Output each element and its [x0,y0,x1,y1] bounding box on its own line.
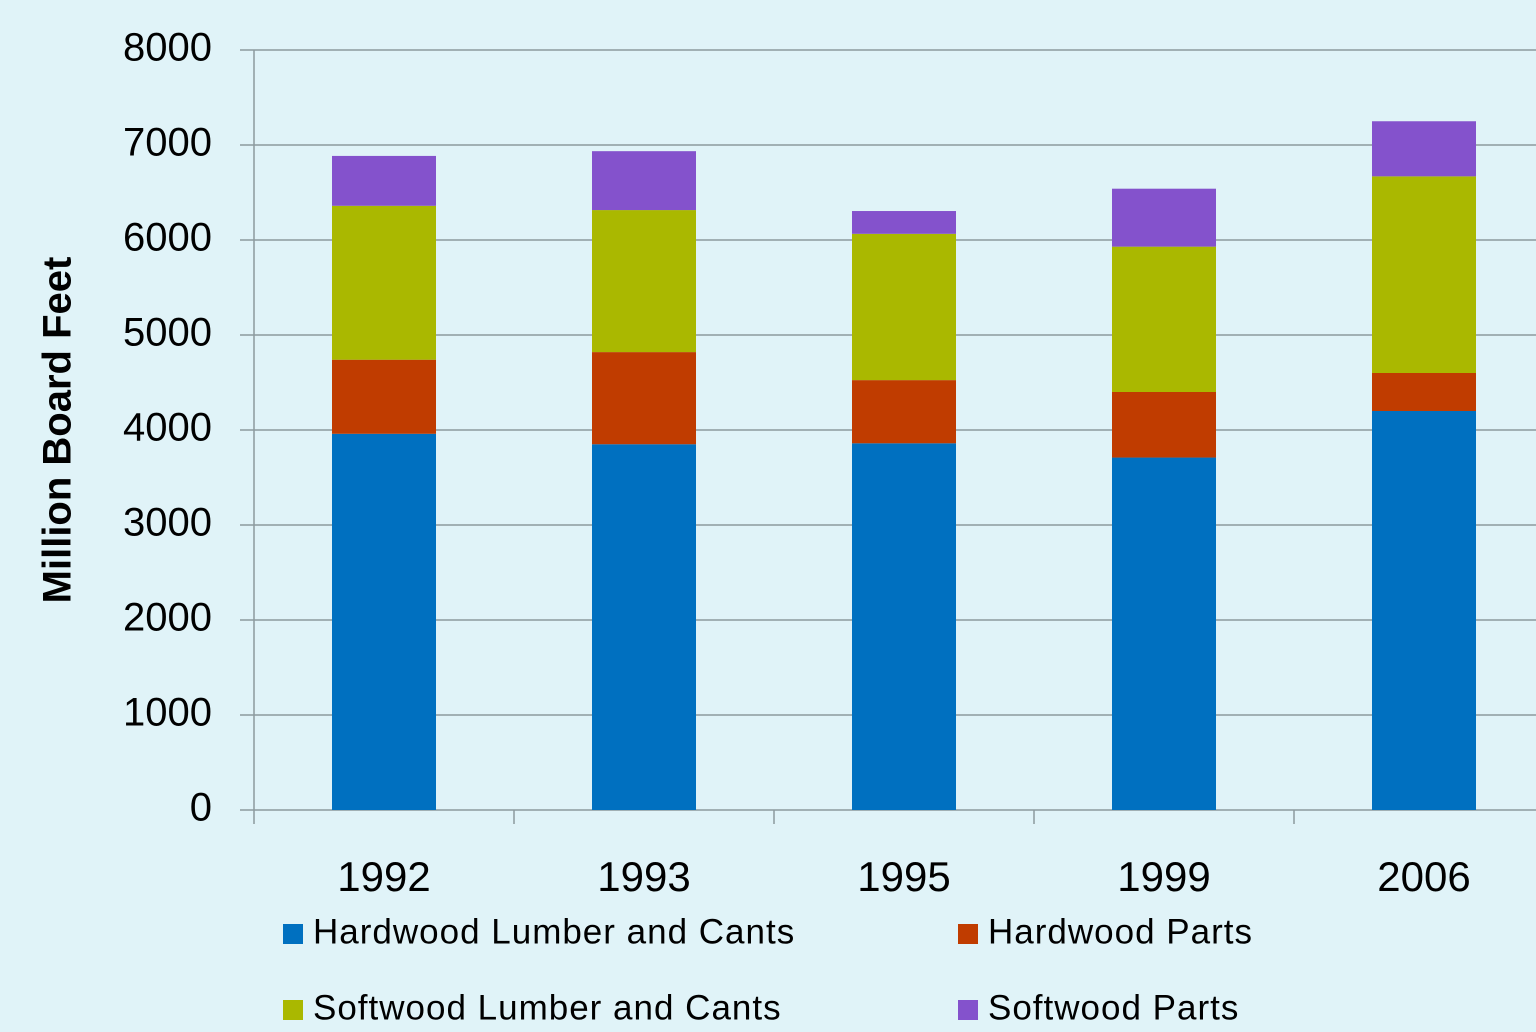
legend-swatch [958,924,978,944]
bar-segment [1112,246,1216,392]
legend-label: Softwood Parts [988,988,1239,1027]
x-tick-label: 1992 [337,853,430,900]
bar-segment [332,155,436,206]
y-tick-label: 6000 [123,216,212,260]
bar-segment [1112,392,1216,458]
bar-segment [592,210,696,353]
y-tick-label: 0 [190,786,212,830]
bar-segment [332,205,436,360]
bar-segment [592,444,696,810]
y-tick-label: 1000 [123,691,212,735]
bar-segment [852,233,956,381]
bar-segment [332,359,436,434]
y-tick-label: 8000 [123,26,212,70]
bar-segment [1372,176,1476,373]
y-tick-label: 2000 [123,596,212,640]
y-tick-label: 4000 [123,406,212,450]
y-tick-label: 5000 [123,311,212,355]
bar-segment [1112,188,1216,247]
legend-swatch [958,1000,978,1020]
x-tick-label: 1995 [857,853,950,900]
legend-label: Softwood Lumber and Cants [313,988,782,1027]
bar-segment [1372,373,1476,411]
bar-segment [592,352,696,445]
bar-segment [852,443,956,810]
legend-swatch [283,924,303,944]
bar-segment [1372,121,1476,177]
bar-segment [852,211,956,234]
legend-label: Hardwood Parts [988,912,1253,951]
y-tick-label: 7000 [123,121,212,165]
bar-segment [852,380,956,444]
y-axis-title: Million Board Feet [36,257,80,604]
bar-segment [1112,457,1216,810]
bar-segment [332,433,436,810]
y-tick-label: 3000 [123,501,212,545]
legend-label: Hardwood Lumber and Cants [313,912,795,951]
legend-swatch [283,1000,303,1020]
x-tick-label: 1993 [597,853,690,900]
bar-segment [1372,411,1476,810]
x-tick-label: 1999 [1117,853,1210,900]
bar-segment [592,151,696,211]
x-tick-label: 2006 [1377,853,1470,900]
